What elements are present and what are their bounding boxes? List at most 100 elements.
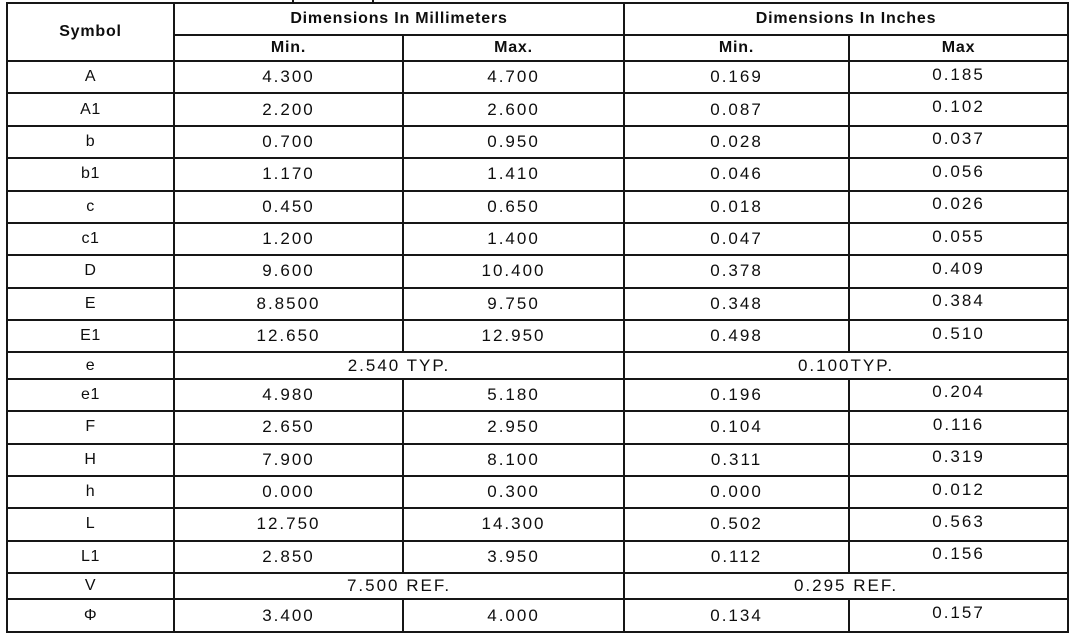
table-row-merged: e 2.540 TYP. 0.100TYP. — [6, 351, 1070, 380]
table-row: c1 1.200 1.400 0.047 0.055 — [6, 221, 1070, 257]
in-max-cell: 0.510 — [848, 318, 1070, 354]
table-row: E 8.8500 9.750 0.348 0.384 — [6, 286, 1070, 322]
in-max-cell: 0.384 — [848, 286, 1070, 322]
mm-max-cell: 2.600 — [401, 92, 626, 127]
mm-typ-cell: 2.540 TYP. — [172, 351, 626, 380]
table-row: b 0.700 0.950 0.028 0.037 — [6, 124, 1070, 160]
in-max-cell: 0.055 — [848, 221, 1070, 257]
symbol-cell: b — [6, 124, 175, 160]
mm-max-cell: 1.400 — [401, 221, 626, 257]
mm-max-cell: 4.000 — [401, 598, 626, 633]
mm-min-cell: 8.8500 — [173, 286, 404, 322]
in-min-cell: 0.087 — [623, 92, 851, 127]
in-min-cell: 0.028 — [623, 124, 851, 160]
in-min-cell: 0.502 — [623, 507, 851, 542]
table-row: b1 1.170 1.410 0.046 0.056 — [6, 157, 1070, 192]
header-row-minmax: Min. Max. Min. Max — [7, 34, 1070, 62]
in-max-cell: 0.409 — [848, 254, 1070, 289]
mm-min-cell: 0.000 — [173, 474, 404, 510]
in-min-cell: 0.046 — [623, 157, 851, 192]
cropped-table-border-stub — [292, 0, 294, 4]
mm-min-cell: 9.600 — [173, 254, 404, 289]
in-max-cell: 0.157 — [848, 598, 1070, 633]
table-row: D 9.600 10.400 0.378 0.409 — [6, 254, 1070, 289]
symbol-cell: A — [6, 59, 175, 95]
table-row: H 7.900 8.100 0.311 0.319 — [6, 442, 1070, 477]
mm-min-header: Min. — [173, 34, 404, 62]
in-min-header: Min. — [623, 34, 851, 62]
in-min-cell: 0.311 — [623, 442, 851, 477]
cropped-table-border-stub — [372, 0, 374, 4]
inches-group-header: Dimensions In Inches — [623, 2, 1070, 36]
symbol-cell: e — [6, 351, 175, 380]
mm-min-cell: 4.300 — [173, 59, 404, 95]
in-typ-cell: 0.100TYP. — [623, 351, 1070, 380]
symbol-cell: V — [6, 572, 175, 601]
table-row: A 4.300 4.700 0.169 0.185 — [6, 59, 1070, 95]
in-max-cell: 0.012 — [848, 474, 1070, 510]
mm-max-cell: 3.950 — [401, 539, 626, 575]
in-min-cell: 0.000 — [623, 474, 851, 510]
mm-max-cell: 5.180 — [401, 377, 626, 413]
in-min-cell: 0.112 — [623, 539, 851, 575]
symbol-cell: L1 — [6, 539, 175, 575]
mm-max-cell: 10.400 — [401, 254, 626, 289]
table-row: E1 12.650 12.950 0.498 0.510 — [6, 318, 1070, 354]
symbol-cell: L — [6, 507, 175, 542]
in-min-cell: 0.047 — [623, 221, 851, 257]
in-min-cell: 0.134 — [623, 598, 851, 633]
table-row: L 12.750 14.300 0.502 0.563 — [6, 507, 1070, 542]
mm-min-cell: 1.170 — [173, 157, 404, 192]
mm-min-cell: 0.700 — [173, 124, 404, 160]
mm-min-cell: 4.980 — [173, 377, 404, 413]
in-max-cell: 0.116 — [848, 410, 1070, 445]
table-row-merged: V 7.500 REF. 0.295 REF. — [6, 572, 1070, 601]
mm-min-cell: 12.750 — [173, 507, 404, 542]
symbol-cell: A1 — [6, 92, 175, 127]
mm-max-cell: 9.750 — [401, 286, 626, 322]
table-row: c 0.450 0.650 0.018 0.026 — [6, 189, 1070, 224]
in-max-cell: 0.037 — [848, 124, 1070, 160]
millimeters-group-header: Dimensions In Millimeters — [172, 2, 626, 36]
in-max-cell: 0.102 — [848, 92, 1070, 127]
symbol-cell: D — [6, 254, 175, 289]
mm-min-cell: 1.200 — [173, 221, 404, 257]
mm-min-cell: 2.650 — [173, 410, 404, 445]
in-max-cell: 0.563 — [848, 507, 1070, 542]
dimensions-table: Symbol Dimensions In Millimeters Dimensi… — [6, 2, 1070, 633]
in-min-cell: 0.104 — [623, 410, 851, 445]
table-row: A1 2.200 2.600 0.087 0.102 — [6, 92, 1070, 127]
symbol-column-header: Symbol — [6, 2, 175, 62]
symbol-cell: e1 — [6, 377, 175, 413]
in-max-cell: 0.026 — [848, 189, 1070, 224]
table-row: e1 4.980 5.180 0.196 0.204 — [6, 377, 1070, 413]
in-min-cell: 0.196 — [623, 377, 851, 413]
in-max-header: Max — [848, 34, 1070, 62]
mm-min-cell: 2.850 — [173, 539, 404, 575]
table-row: h 0.000 0.300 0.000 0.012 — [6, 474, 1070, 510]
in-max-cell: 0.319 — [848, 442, 1070, 477]
mm-min-cell: 2.200 — [173, 92, 404, 127]
symbol-cell: E — [6, 286, 175, 322]
mm-min-cell: 0.450 — [173, 189, 404, 224]
mm-max-cell: 8.100 — [401, 442, 626, 477]
mm-min-cell: 3.400 — [173, 598, 404, 633]
mm-max-cell: 0.650 — [401, 189, 626, 224]
mm-ref-cell: 7.500 REF. — [172, 572, 626, 601]
table-row: F 2.650 2.950 0.104 0.116 — [6, 410, 1070, 445]
in-ref-cell: 0.295 REF. — [623, 572, 1070, 601]
symbol-cell: c — [6, 189, 175, 224]
header-row-groups: Symbol Dimensions In Millimeters Dimensi… — [6, 2, 1070, 62]
table-row: Φ 3.400 4.000 0.134 0.157 — [6, 598, 1070, 633]
in-max-cell: 0.156 — [848, 539, 1070, 575]
symbol-cell: c1 — [6, 221, 175, 257]
mm-max-cell: 0.950 — [401, 124, 626, 160]
in-max-cell: 0.185 — [848, 59, 1070, 95]
mm-max-cell: 4.700 — [401, 59, 626, 95]
mm-min-cell: 12.650 — [173, 318, 404, 354]
in-max-cell: 0.204 — [848, 377, 1070, 413]
symbol-cell: F — [6, 410, 175, 445]
mm-max-cell: 0.300 — [401, 474, 626, 510]
in-max-cell: 0.056 — [848, 157, 1070, 192]
